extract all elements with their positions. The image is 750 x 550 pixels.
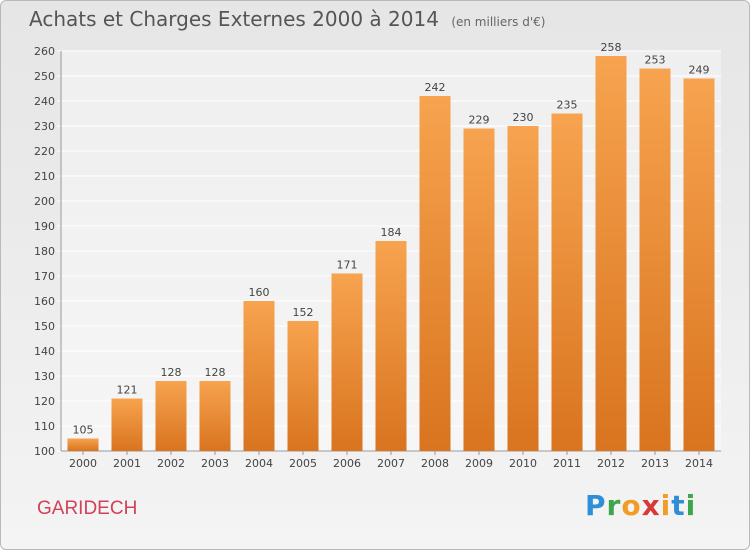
y-tick-label: 130 — [34, 370, 55, 383]
bar — [199, 381, 231, 451]
bar-value-label: 235 — [557, 99, 578, 112]
y-tick-label: 120 — [34, 395, 55, 408]
x-tick-label: 2002 — [157, 457, 185, 470]
bar — [595, 56, 627, 451]
bar-value-label: 105 — [73, 424, 94, 437]
x-tick-label: 2008 — [421, 457, 449, 470]
bar — [419, 96, 451, 451]
chart-subtitle: (en milliers d'€) — [451, 15, 546, 29]
bar — [463, 128, 495, 451]
bar — [331, 273, 363, 451]
commune-name: GARIDECH — [37, 498, 138, 519]
y-tick-label: 230 — [34, 120, 55, 133]
y-tick-label: 110 — [34, 420, 55, 433]
logo-letter: r — [606, 489, 622, 522]
y-tick-label: 200 — [34, 195, 55, 208]
x-tick-label: 2000 — [69, 457, 97, 470]
bar — [683, 78, 715, 451]
bar-value-label: 242 — [425, 81, 446, 94]
y-tick-label: 190 — [34, 220, 55, 233]
bar — [243, 301, 275, 451]
bar — [375, 241, 407, 451]
y-tick-label: 210 — [34, 170, 55, 183]
bar-value-label: 230 — [513, 111, 534, 124]
x-tick-label: 2012 — [597, 457, 625, 470]
bar-value-label: 128 — [205, 366, 226, 379]
y-tick-label: 140 — [34, 345, 55, 358]
x-tick-label: 2013 — [641, 457, 669, 470]
y-tick-label: 240 — [34, 95, 55, 108]
x-tick-label: 2014 — [685, 457, 713, 470]
x-tick-label: 2009 — [465, 457, 493, 470]
y-tick-label: 150 — [34, 320, 55, 333]
y-tick-label: 180 — [34, 245, 55, 258]
y-tick-label: 100 — [34, 445, 55, 458]
x-tick-label: 2004 — [245, 457, 273, 470]
y-tick-label: 260 — [34, 45, 55, 58]
bar-value-label: 184 — [381, 226, 402, 239]
y-tick-label: 160 — [34, 295, 55, 308]
bar-value-label: 229 — [469, 114, 490, 127]
logo-letter: P — [585, 489, 607, 522]
x-tick-label: 2011 — [553, 457, 581, 470]
bar-value-label: 121 — [117, 384, 138, 397]
bar-value-label: 152 — [293, 306, 314, 319]
bar — [639, 68, 671, 451]
logo-letter: x — [641, 489, 661, 522]
chart-title: Achats et Charges Externes 2000 à 2014 (… — [29, 7, 545, 31]
x-tick-label: 2006 — [333, 457, 361, 470]
bar-value-label: 249 — [689, 64, 710, 77]
bar — [507, 126, 539, 451]
bar-value-label: 253 — [645, 54, 666, 67]
bar — [67, 438, 99, 451]
x-tick-label: 2003 — [201, 457, 229, 470]
bar — [111, 398, 143, 451]
x-tick-label: 2001 — [113, 457, 141, 470]
proxiti-logo: Proxiti — [585, 489, 696, 522]
bar-value-label: 171 — [337, 259, 358, 272]
y-tick-label: 170 — [34, 270, 55, 283]
bar — [287, 321, 319, 451]
bar-value-label: 258 — [601, 41, 622, 54]
logo-letter: i — [660, 489, 672, 522]
y-tick-label: 250 — [34, 70, 55, 83]
bar — [155, 381, 187, 451]
bar-value-label: 160 — [249, 286, 270, 299]
logo-letter: o — [621, 489, 642, 522]
y-tick-label: 220 — [34, 145, 55, 158]
x-tick-label: 2005 — [289, 457, 317, 470]
chart-title-text: Achats et Charges Externes 2000 à 2014 — [29, 7, 439, 31]
bar — [551, 113, 583, 451]
x-tick-label: 2010 — [509, 457, 537, 470]
bar-value-label: 128 — [161, 366, 182, 379]
logo-letter: i — [685, 489, 697, 522]
x-tick-label: 2007 — [377, 457, 405, 470]
logo-letter: t — [671, 489, 686, 522]
